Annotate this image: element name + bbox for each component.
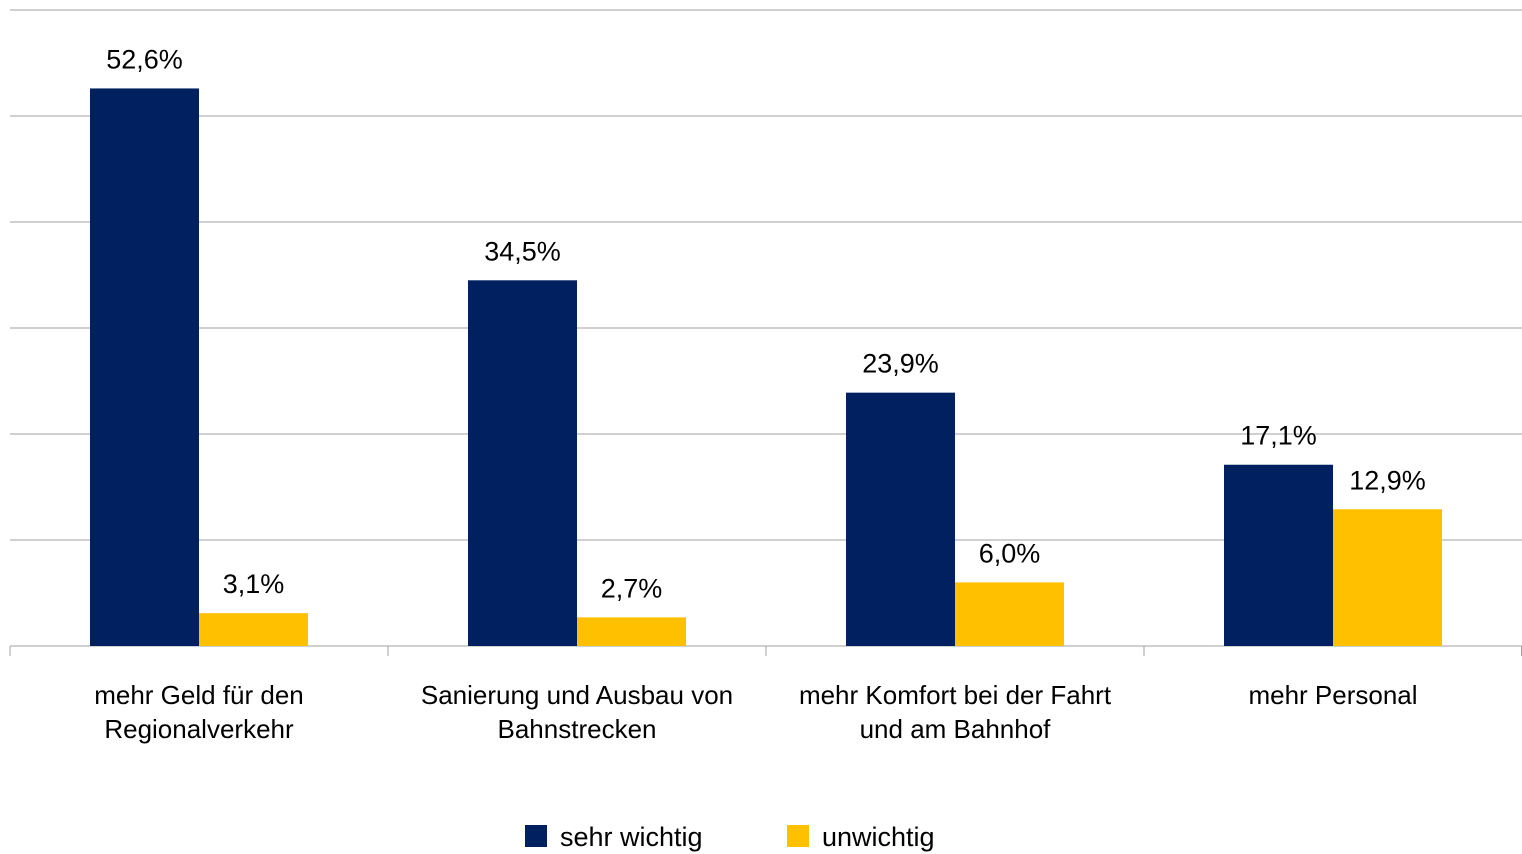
bar xyxy=(199,613,308,646)
data-label: 12,9% xyxy=(1349,465,1426,495)
data-label: 17,1% xyxy=(1240,421,1317,451)
bar xyxy=(577,617,686,646)
data-label: 6,0% xyxy=(979,538,1041,568)
bar xyxy=(1224,464,1333,646)
x-tick-label: Sanierung und Ausbau von Bahnstrecken xyxy=(420,680,734,744)
data-label: 2,7% xyxy=(601,573,663,603)
bar xyxy=(1333,509,1442,646)
bar xyxy=(955,582,1064,646)
x-tick-label: mehr Komfort bei der Fahrt und am Bahnho… xyxy=(798,680,1112,744)
legend-label: sehr wichtig xyxy=(560,822,703,852)
legend-swatch xyxy=(525,825,547,847)
data-label: 52,6% xyxy=(106,44,183,74)
data-label: 34,5% xyxy=(484,236,561,266)
data-label: 3,1% xyxy=(223,569,285,599)
x-tick-label: mehr Geld für den Regionalverkehr xyxy=(94,680,304,744)
legend-label: unwichtig xyxy=(822,822,935,852)
data-label: 23,9% xyxy=(862,349,939,379)
x-tick-label: mehr Personal xyxy=(1248,680,1418,710)
bar xyxy=(846,392,955,646)
bar xyxy=(468,280,577,646)
bar xyxy=(90,88,199,646)
legend-swatch xyxy=(787,825,809,847)
